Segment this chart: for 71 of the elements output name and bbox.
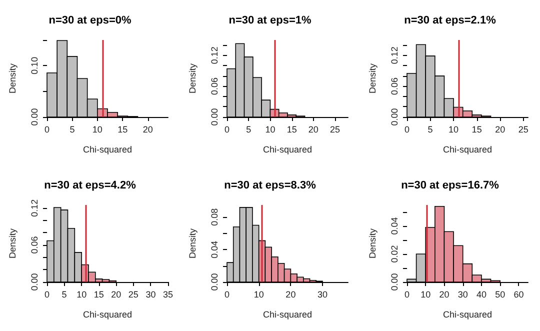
x-tick-label: 5 — [246, 124, 252, 134]
x-tick-label: 20 — [142, 124, 153, 134]
x-tick-label: 0 — [404, 290, 410, 300]
x-tick-label: 0 — [44, 290, 50, 300]
chart-title: n=30 at eps=2.1% — [404, 14, 496, 26]
chart-title: n=30 at eps=4.2% — [44, 180, 136, 192]
x-axis-title: Chi-squared — [82, 310, 132, 320]
y-tick-label: 0.04 — [390, 217, 400, 235]
x-tick-label: 25 — [128, 290, 138, 300]
y-axis-title: Density — [368, 228, 378, 259]
y-axis-title: Density — [188, 63, 198, 94]
chart-title: n=30 at eps=16.7% — [401, 180, 500, 192]
y-tick-label: 0.00 — [30, 108, 40, 126]
x-tick-label: 10 — [265, 124, 276, 134]
chart-title: n=30 at eps=8.3% — [224, 180, 316, 192]
y-tick-label: 0.06 — [210, 77, 220, 95]
x-tick-label: 20 — [439, 290, 450, 300]
x-tick-label: 10 — [92, 124, 102, 134]
y-axis-title: Density — [8, 228, 18, 259]
x-tick-label: 15 — [94, 290, 104, 300]
x-tick-label: 5 — [428, 124, 433, 134]
chart-title: n=30 at eps=1% — [228, 14, 312, 26]
x-tick-label: 30 — [458, 290, 468, 300]
x-tick-label: 20 — [111, 290, 122, 300]
x-tick-label: 0 — [224, 124, 230, 134]
x-tick-label: 5 — [62, 290, 67, 300]
y-tick-label: 0.08 — [210, 208, 220, 226]
y-tick-label: 0.12 — [210, 46, 220, 64]
x-axis-title: Chi-squared — [82, 144, 132, 154]
y-tick-label: 0.04 — [210, 240, 220, 258]
x-tick-label: 15 — [286, 124, 297, 134]
y-axis-title: Density — [188, 228, 198, 259]
x-axis-title: Chi-squared — [262, 144, 312, 154]
x-tick-label: 10 — [76, 290, 87, 300]
y-tick-label: 0.00 — [390, 108, 400, 126]
x-tick-label: 40 — [476, 290, 486, 300]
y-tick-label: 0.02 — [390, 245, 400, 263]
x-tick-label: 30 — [318, 290, 328, 300]
x-tick-label: 60 — [514, 290, 524, 300]
x-tick-label: 10 — [448, 124, 459, 134]
x-tick-label: 35 — [162, 290, 174, 300]
x-tick-label: 15 — [118, 124, 128, 134]
y-axis-title: Density — [8, 63, 18, 94]
x-tick-label: 15 — [472, 124, 482, 134]
x-tick-label: 0 — [224, 290, 230, 300]
y-tick-label: 0.00 — [210, 273, 220, 291]
y-tick-label: 0.12 — [30, 199, 40, 217]
x-tick-label: 20 — [495, 124, 506, 134]
y-tick-label: 0.00 — [210, 108, 220, 126]
x-tick-label: 0 — [44, 124, 50, 134]
y-tick-label: 0.12 — [390, 46, 400, 64]
x-tick-label: 25 — [518, 124, 528, 134]
y-tick-label: 0.10 — [30, 56, 40, 74]
x-axis-title: Chi-squared — [262, 310, 312, 320]
x-tick-label: 5 — [70, 124, 75, 134]
y-tick-label: 0.00 — [390, 273, 400, 291]
x-axis-title: Chi-squared — [442, 144, 492, 154]
y-tick-label: 0.00 — [30, 273, 40, 291]
x-tick-label: 30 — [146, 290, 156, 300]
y-tick-label: 0.06 — [390, 77, 400, 95]
chart-title: n=30 at eps=0% — [48, 14, 132, 26]
x-tick-label: 25 — [330, 124, 340, 134]
x-tick-label: 10 — [254, 290, 264, 300]
x-axis-title: Chi-squared — [442, 310, 492, 320]
x-tick-label: 20 — [308, 124, 318, 134]
x-tick-label: 50 — [495, 290, 506, 300]
x-tick-label: 10 — [420, 290, 431, 300]
y-axis-title: Density — [368, 63, 378, 94]
x-tick-label: 20 — [286, 290, 296, 300]
x-tick-label: 0 — [404, 124, 410, 134]
y-tick-label: 0.06 — [30, 236, 40, 254]
